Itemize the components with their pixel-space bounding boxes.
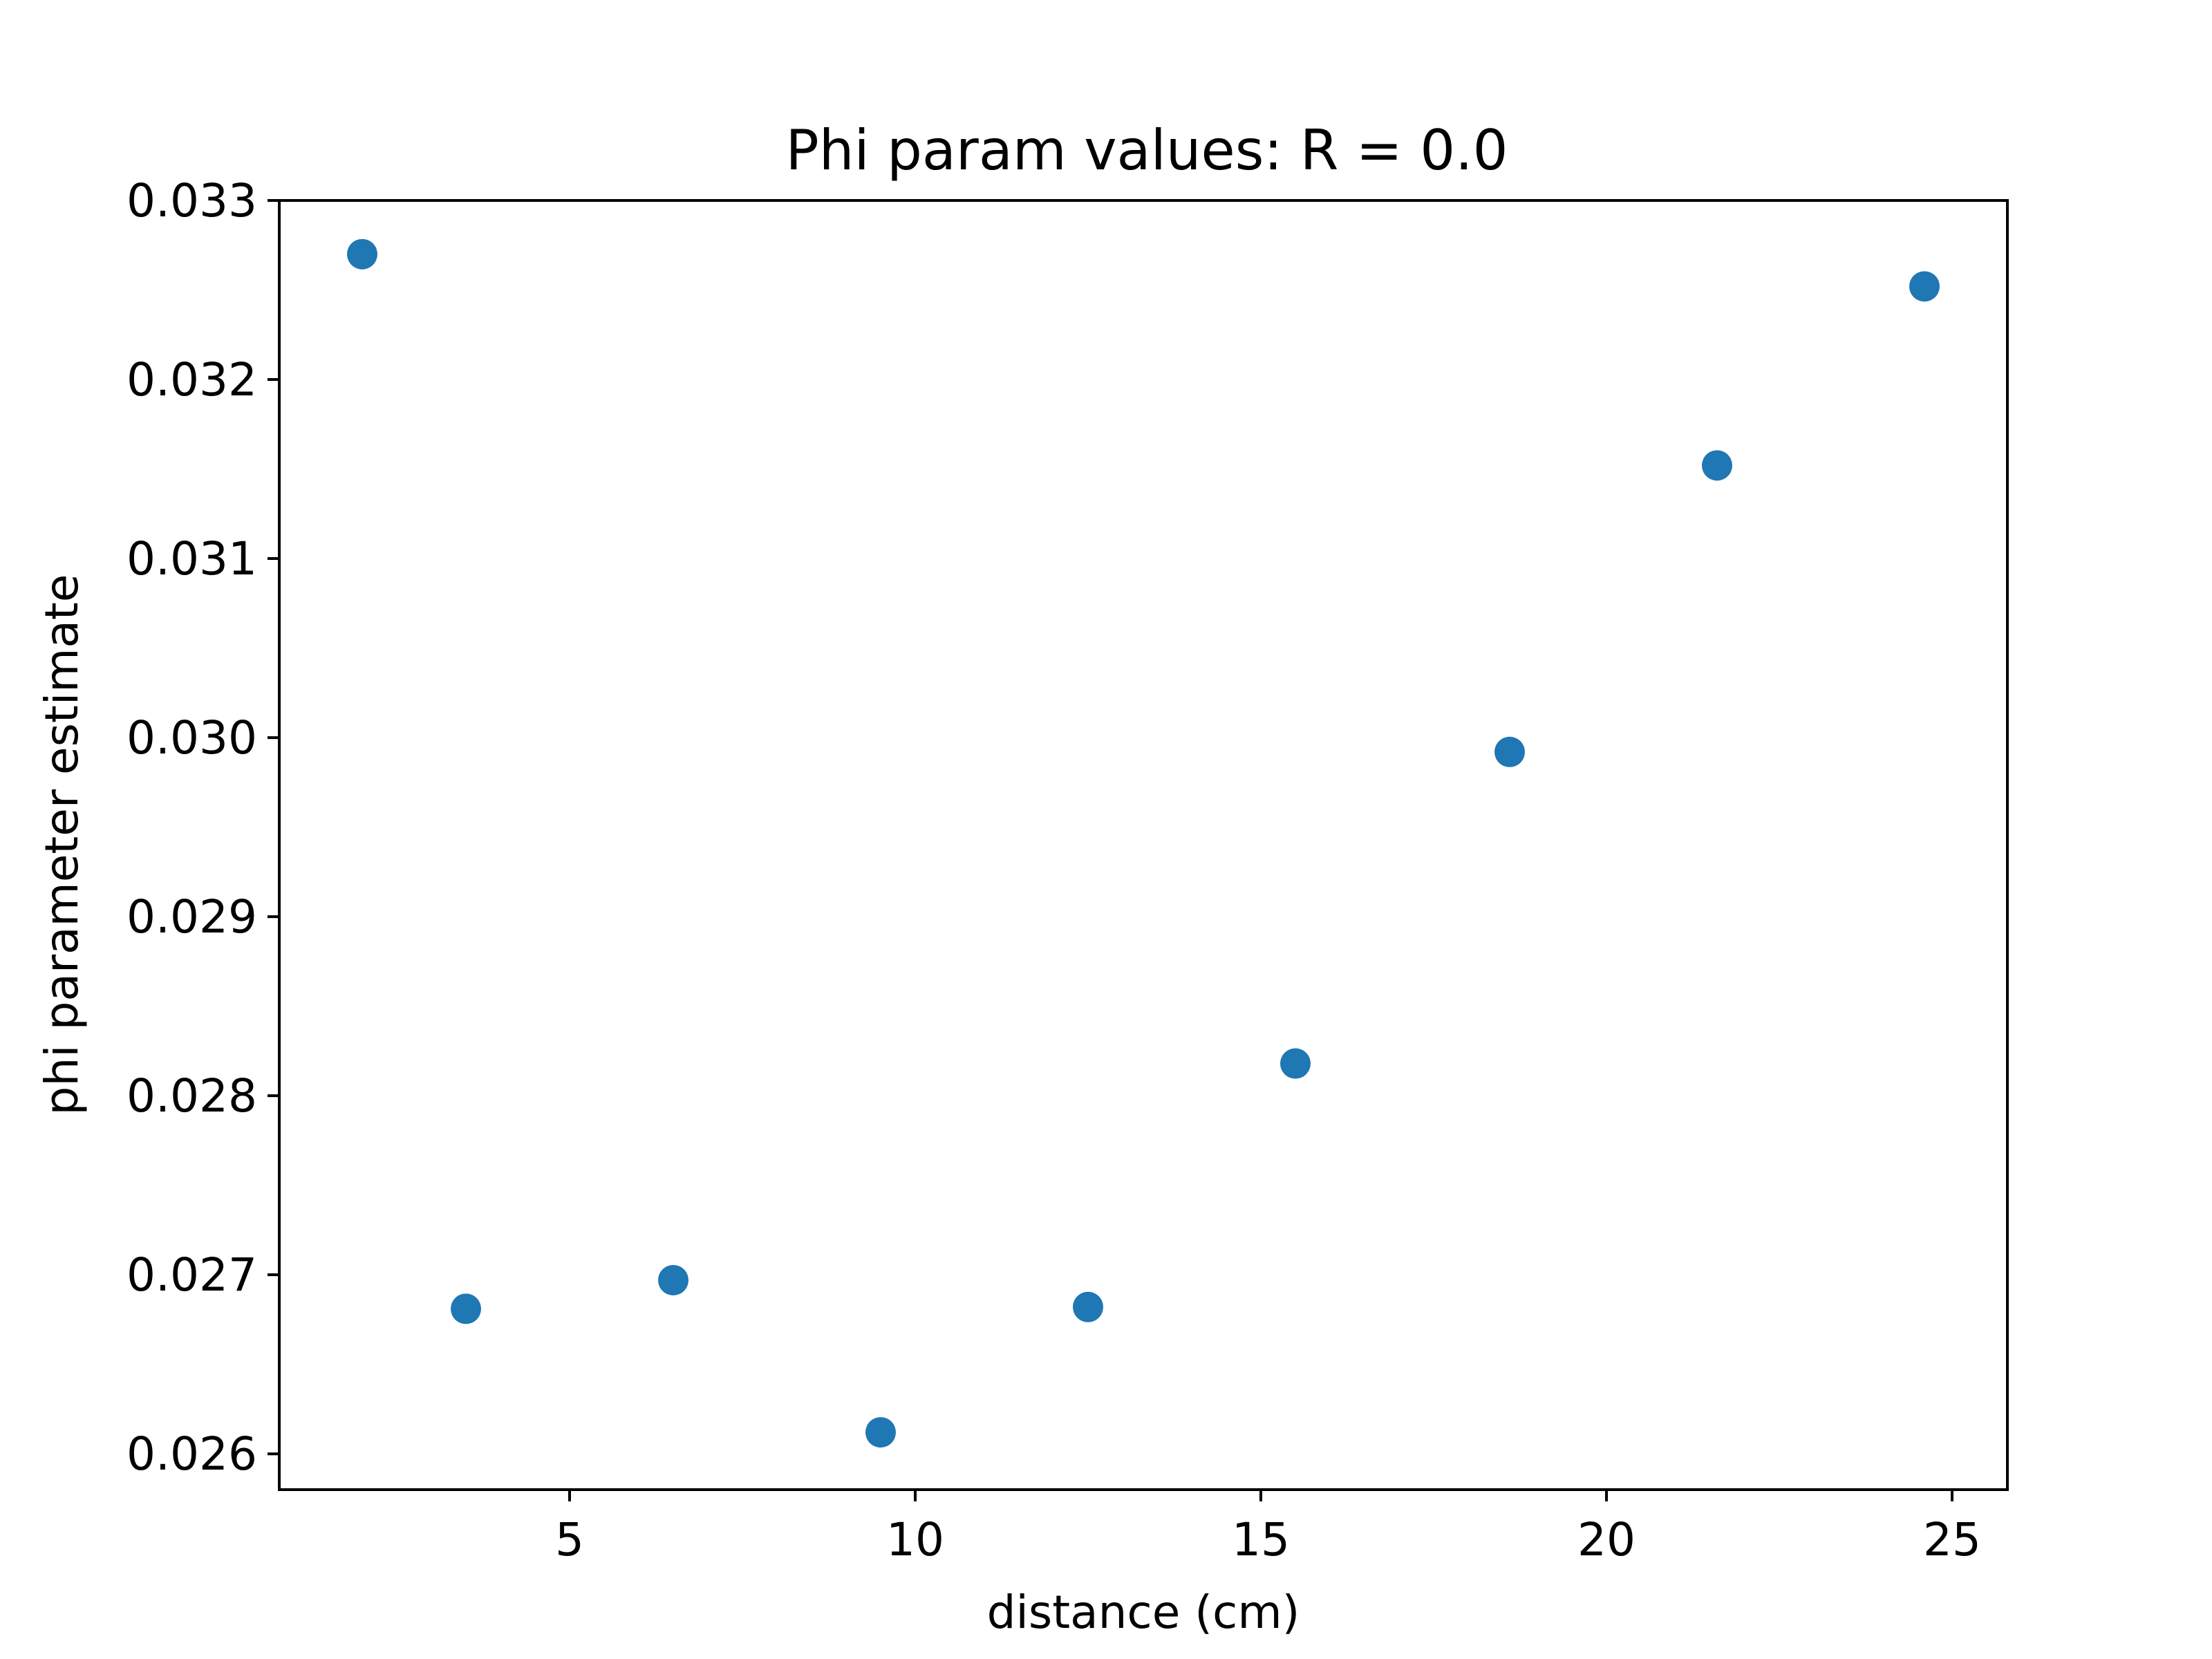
y-axis-ticks: 0.026 0.027 0.028 0.029 0.030 0.031 0.032 0.033 <box>126 174 279 1481</box>
data-point <box>658 1264 688 1295</box>
data-point <box>1909 271 1940 302</box>
y-tick-label: 0.029 <box>126 890 257 944</box>
data-point <box>1280 1048 1311 1079</box>
data-point <box>1073 1291 1103 1322</box>
y-tick-label: 0.032 <box>126 353 257 406</box>
data-point <box>1702 450 1732 481</box>
x-axis-ticks: 5 10 15 20 25 <box>555 1490 1981 1566</box>
x-tick-label: 15 <box>1232 1513 1290 1566</box>
y-tick-label: 0.031 <box>126 532 257 585</box>
data-point <box>1494 736 1525 767</box>
y-tick-label: 0.030 <box>126 711 257 765</box>
y-axis-label: phi parameter estimate <box>35 574 88 1116</box>
y-tick-label: 0.033 <box>126 174 257 227</box>
plot-area: 5 10 15 20 25 0.026 0.027 0.028 0.029 0.030 0.031… <box>126 174 2009 1566</box>
y-tick-label: 0.027 <box>126 1248 257 1302</box>
x-axis-label: distance (cm) <box>987 1586 1300 1639</box>
data-point <box>865 1417 896 1448</box>
chart-title: Phi param values: R = 0.0 <box>786 118 1508 182</box>
x-tick-label: 25 <box>1923 1513 1981 1566</box>
data-point <box>347 238 377 270</box>
x-tick-label: 20 <box>1577 1513 1635 1566</box>
y-tick-label: 0.026 <box>126 1427 257 1481</box>
data-point <box>451 1293 481 1324</box>
data-points <box>347 238 1940 1448</box>
x-tick-label: 10 <box>886 1513 944 1566</box>
y-tick-label: 0.028 <box>126 1069 257 1123</box>
x-tick-label: 5 <box>555 1513 584 1566</box>
plot-frame <box>278 199 2009 1491</box>
